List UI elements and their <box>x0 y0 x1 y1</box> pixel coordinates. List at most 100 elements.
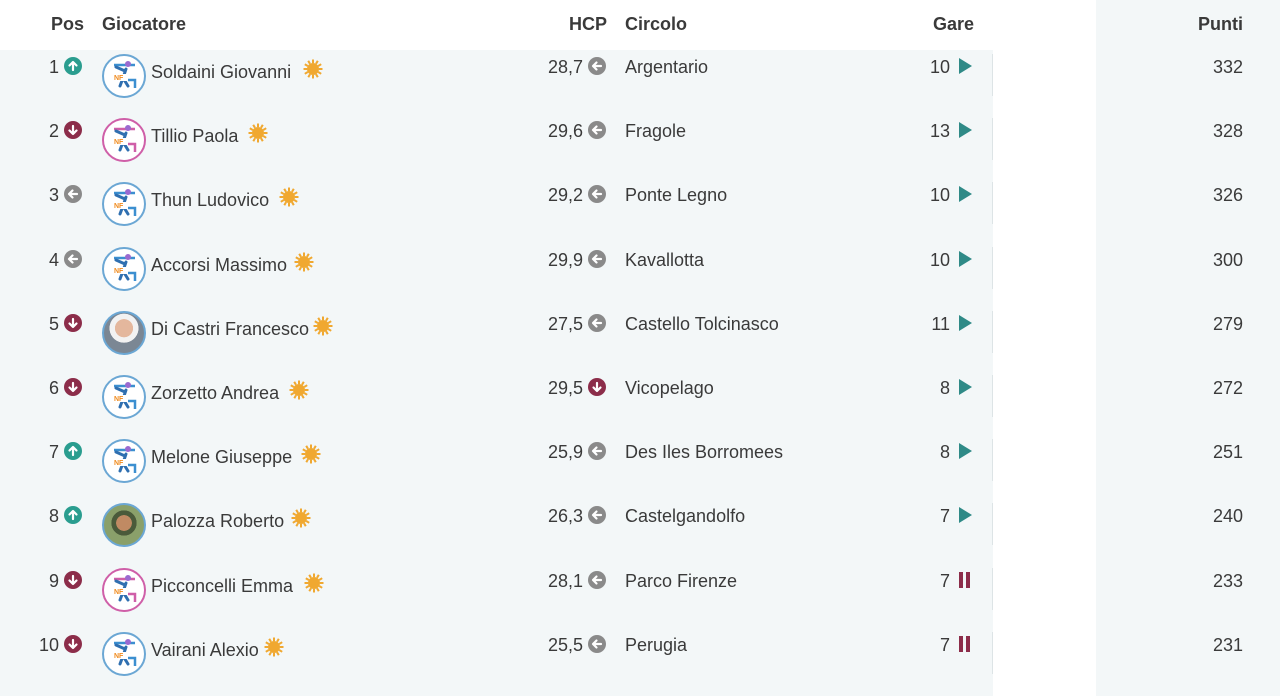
down-arrow-icon <box>64 313 82 332</box>
header-giocatore[interactable]: Giocatore <box>102 14 187 34</box>
sun-badge-icon <box>301 444 321 464</box>
player-name[interactable]: Soldaini Giovanni <box>151 62 292 82</box>
points-value: 233 <box>1212 570 1243 591</box>
position: 6 <box>48 378 59 398</box>
avatar[interactable]: NF <box>102 182 146 227</box>
club-name[interactable]: Argentario <box>625 57 709 77</box>
svg-text:NF: NF <box>114 268 124 275</box>
header-hcp[interactable]: HCP <box>568 14 607 34</box>
games-count: 8 <box>939 378 950 398</box>
left-arrow-icon <box>588 570 606 589</box>
column-divider <box>992 567 993 610</box>
club-name[interactable]: Kavallotta <box>625 249 705 270</box>
table-row[interactable]: 10 NF Vairani Alexio 25,5 Perugia 7 231 <box>0 620 1280 684</box>
left-arrow-icon <box>588 634 606 653</box>
club-name[interactable]: Parco Firenze <box>625 570 738 591</box>
table-row[interactable]: 1 NF Soldaini Giovanni 28,7 Argentario 10 332 <box>0 42 1280 106</box>
sun-badge-icon <box>248 123 268 143</box>
player-name[interactable]: Accorsi Massimo <box>151 254 288 275</box>
club-name[interactable]: Fragole <box>625 121 687 142</box>
club-name[interactable]: Castello Tolcinasco <box>625 313 779 334</box>
left-arrow-icon <box>588 121 606 140</box>
table-row[interactable]: 2 NF Tillio Paola 29,6 Fragole 13 328 <box>0 106 1280 170</box>
left-arrow-icon <box>64 185 82 204</box>
hcp-value: 25,5 <box>547 634 583 655</box>
club-name[interactable]: Perugia <box>625 634 688 655</box>
column-divider <box>992 246 993 289</box>
hcp-value: 28,1 <box>547 570 583 591</box>
avatar[interactable]: NF <box>102 631 146 676</box>
table-header-punti <box>1096 0 1280 50</box>
table-row[interactable]: 3 NF Thun Ludovico 29,2 Ponte Legno 10 326 <box>0 170 1280 234</box>
down-arrow-icon <box>64 378 82 396</box>
table-row[interactable]: 7 NF Melone Giuseppe 25,9 Des Iles Borromees… <box>0 427 1280 491</box>
table-row[interactable]: 6 NF Zorzetto Andrea 29,5 Vicopelago 8 272 <box>0 363 1280 427</box>
down-arrow-icon <box>64 634 82 653</box>
play-icon[interactable] <box>957 506 973 524</box>
points-value: 279 <box>1212 313 1243 334</box>
games-count: 7 <box>939 570 950 591</box>
points-value: 300 <box>1212 249 1243 270</box>
club-name[interactable]: Ponte Legno <box>625 185 728 206</box>
table-row[interactable]: 9 NF Picconcelli Emma 28,1 Parco Firenze 7 233 <box>0 556 1280 620</box>
player-name[interactable]: Di Castri Francesco <box>151 318 310 339</box>
player-name[interactable]: Vairani Alexio <box>151 639 259 660</box>
club-name[interactable]: Vicopelago <box>625 378 714 398</box>
player-name[interactable]: Zorzetto Andrea <box>151 383 280 403</box>
column-divider <box>992 631 993 674</box>
column-divider <box>992 375 993 417</box>
hcp-value: 26,3 <box>547 506 583 527</box>
play-icon[interactable] <box>957 57 973 75</box>
club-name[interactable]: Des Iles Borromees <box>625 442 784 463</box>
down-arrow-icon <box>64 121 82 140</box>
player-name[interactable]: Picconcelli Emma <box>151 575 294 596</box>
pause-icon[interactable] <box>957 635 973 653</box>
player-name[interactable]: Tillio Paola <box>151 126 239 147</box>
play-icon[interactable] <box>957 378 973 396</box>
avatar[interactable]: NF <box>102 54 146 98</box>
play-icon[interactable] <box>957 442 973 460</box>
player-name[interactable]: Melone Giuseppe <box>151 447 293 468</box>
player-name[interactable]: Thun Ludovico <box>151 190 270 211</box>
points-value: 332 <box>1212 57 1243 77</box>
header-circolo[interactable]: Circolo <box>625 14 688 34</box>
play-icon[interactable] <box>957 314 973 332</box>
header-gare[interactable]: Gare <box>932 14 974 34</box>
left-arrow-icon <box>588 506 606 525</box>
avatar[interactable]: NF <box>102 375 146 419</box>
position: 7 <box>48 442 59 463</box>
avatar[interactable]: NF <box>102 567 146 612</box>
hcp-value: 29,5 <box>547 378 583 398</box>
position: 5 <box>48 313 59 334</box>
avatar[interactable] <box>102 503 146 548</box>
pause-icon[interactable] <box>957 571 973 589</box>
hcp-value: 29,2 <box>547 185 583 206</box>
games-count: 8 <box>939 442 950 463</box>
sun-badge-icon <box>279 187 299 207</box>
sun-badge-icon <box>291 508 311 528</box>
hcp-value: 29,6 <box>547 121 583 142</box>
avatar[interactable]: NF <box>102 439 146 484</box>
table-row[interactable]: 8 Palozza Roberto 26,3 Castelgandolfo 7 240 <box>0 491 1280 555</box>
punti-column-background <box>1096 0 1280 696</box>
up-arrow-icon <box>64 506 82 525</box>
left-arrow-icon <box>588 442 606 461</box>
position: 2 <box>48 121 59 142</box>
avatar[interactable]: NF <box>102 246 146 291</box>
header-pos[interactable]: Pos <box>50 14 84 34</box>
hcp-value: 25,9 <box>547 442 583 463</box>
avatar[interactable]: NF <box>102 118 146 163</box>
header-punti[interactable]: Punti <box>1198 14 1243 34</box>
club-name[interactable]: Castelgandolfo <box>625 506 746 527</box>
column-divider <box>992 182 993 225</box>
games-count: 10 <box>929 249 950 270</box>
table-row[interactable]: 5 Di Castri Francesco 27,5 Castello Tolcina… <box>0 299 1280 363</box>
player-name[interactable]: Palozza Roberto <box>151 511 285 532</box>
left-arrow-icon <box>588 185 606 204</box>
play-icon[interactable] <box>957 250 973 268</box>
table-row[interactable]: 4 NF Accorsi Massimo 29,9 Kavallotta 10 300 <box>0 235 1280 299</box>
column-divider <box>992 54 993 96</box>
play-icon[interactable] <box>957 121 973 139</box>
play-icon[interactable] <box>957 185 973 203</box>
avatar[interactable] <box>102 310 146 355</box>
